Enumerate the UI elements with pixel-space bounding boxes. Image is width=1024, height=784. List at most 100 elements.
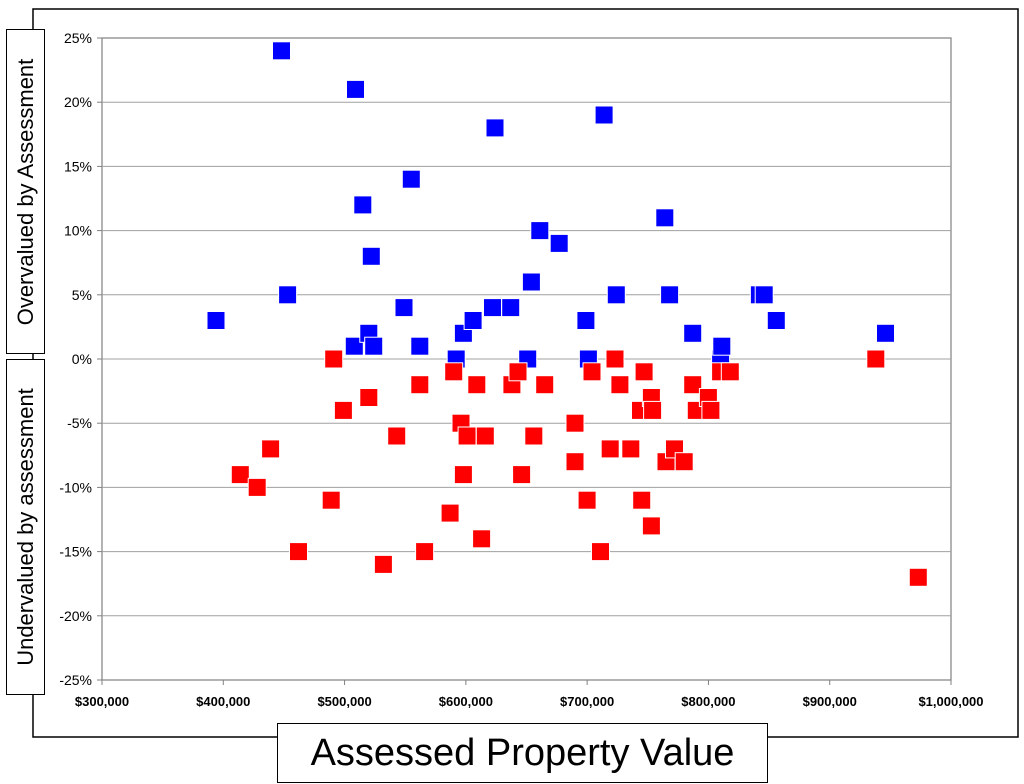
data-point-undervalued: [333, 400, 353, 420]
data-point-undervalued: [230, 465, 250, 485]
x-tick-label: $900,000: [803, 694, 857, 709]
data-point-overvalued: [483, 298, 502, 318]
y-tick-label: -20%: [59, 608, 92, 624]
data-point-undervalued: [512, 465, 532, 485]
data-point-undervalued: [610, 375, 630, 395]
data-point-undervalued: [415, 542, 435, 562]
data-point-overvalued: [549, 233, 569, 253]
data-point-undervalued: [524, 426, 544, 446]
y-tick-label: -5%: [67, 415, 92, 431]
data-points: [206, 41, 928, 587]
ylabel-bottom-box: Undervalued by assessment: [6, 359, 45, 695]
data-point-undervalued: [577, 490, 597, 510]
data-point-undervalued: [701, 400, 721, 420]
data-point-overvalued: [353, 195, 373, 215]
y-tick-label: -15%: [59, 544, 92, 560]
data-point-overvalued: [766, 311, 786, 330]
data-point-undervalued: [321, 490, 341, 510]
data-point-overvalued: [660, 285, 680, 305]
data-point-overvalued: [876, 323, 895, 343]
data-point-undervalued: [261, 439, 281, 459]
y-tick-label: 15%: [64, 158, 92, 174]
data-point-undervalued: [632, 490, 652, 510]
y-tick-label: 5%: [72, 287, 92, 303]
y-tick-label: -10%: [59, 479, 92, 495]
x-tick-label: $600,000: [439, 694, 493, 709]
data-point-undervalued: [289, 542, 308, 562]
data-point-undervalued: [674, 452, 694, 472]
data-point-overvalued: [530, 221, 550, 241]
data-point-undervalued: [643, 400, 663, 420]
data-point-overvalued: [712, 336, 732, 356]
data-point-undervalued: [508, 362, 528, 382]
data-point-undervalued: [457, 426, 477, 446]
ylabel-top: Overvalued by Assessment: [12, 58, 38, 325]
data-point-overvalued: [401, 169, 421, 189]
data-point-undervalued: [467, 375, 487, 395]
x-tick-label: $500,000: [317, 694, 371, 709]
data-point-overvalued: [410, 336, 430, 356]
data-point-undervalued: [444, 362, 464, 382]
data-point-overvalued: [485, 118, 505, 138]
data-point-undervalued: [634, 362, 654, 382]
data-point-overvalued: [521, 272, 541, 292]
x-tick-label: $300,000: [75, 694, 129, 709]
data-point-overvalued: [606, 285, 626, 305]
data-point-undervalued: [410, 375, 430, 395]
data-point-undervalued: [359, 388, 379, 407]
y-tick-label: -25%: [59, 672, 92, 688]
x-tick-label: $1,000,000: [918, 694, 983, 709]
data-point-undervalued: [582, 362, 602, 382]
data-point-undervalued: [565, 413, 585, 433]
data-point-undervalued: [324, 349, 344, 369]
data-point-overvalued: [394, 298, 414, 318]
data-point-undervalued: [908, 567, 928, 587]
data-point-undervalued: [440, 503, 460, 523]
y-tick-label: 10%: [64, 223, 92, 239]
data-point-overvalued: [346, 79, 365, 99]
x-tick-label: $400,000: [196, 694, 250, 709]
y-tick-label: 20%: [64, 94, 92, 110]
data-point-overvalued: [278, 285, 298, 305]
data-point-undervalued: [641, 516, 661, 536]
data-point-undervalued: [683, 375, 703, 395]
y-tick-label: 0%: [72, 351, 92, 367]
data-point-overvalued: [754, 285, 774, 305]
data-point-overvalued: [344, 336, 364, 356]
data-point-overvalued: [463, 311, 483, 330]
data-point-undervalued: [605, 349, 625, 369]
data-point-undervalued: [472, 529, 492, 549]
y-tick-label: 25%: [64, 30, 92, 46]
x-axis-title: Assessed Property Value: [310, 731, 735, 774]
y-axis-ticks: 25% 20% 15% 10% 5% 0% -5% -10% -15% -20% -25%: [59, 30, 102, 688]
data-point-undervalued: [387, 426, 407, 446]
x-tick-label: $700,000: [560, 694, 614, 709]
data-point-undervalued: [565, 452, 585, 472]
x-tick-label: $800,000: [681, 694, 735, 709]
data-point-overvalued: [576, 311, 596, 330]
data-point-undervalued: [591, 542, 610, 562]
data-point-undervalued: [475, 426, 495, 446]
data-point-undervalued: [247, 477, 267, 497]
data-point-undervalued: [373, 554, 393, 574]
data-point-overvalued: [361, 246, 381, 266]
data-point-undervalued: [621, 439, 641, 459]
data-point-undervalued: [535, 375, 555, 395]
data-point-undervalued: [600, 439, 620, 459]
data-point-overvalued: [364, 336, 384, 356]
data-point-overvalued: [655, 208, 675, 228]
xlabel-box: Assessed Property Value: [277, 723, 768, 783]
data-point-undervalued: [453, 465, 473, 485]
data-point-overvalued: [594, 105, 614, 125]
data-point-overvalued: [272, 41, 291, 61]
data-point-overvalued: [501, 298, 521, 318]
gridlines: [102, 101, 951, 617]
ylabel-top-box: Overvalued by Assessment: [6, 29, 45, 354]
data-point-overvalued: [683, 323, 703, 343]
ylabel-bottom: Undervalued by assessment: [12, 388, 38, 666]
data-point-undervalued: [720, 362, 740, 382]
data-point-undervalued: [866, 349, 886, 369]
data-point-overvalued: [206, 311, 226, 330]
x-axis-ticks: $300,000 $400,000 $500,000 $600,000 $700,000…: [75, 680, 984, 709]
